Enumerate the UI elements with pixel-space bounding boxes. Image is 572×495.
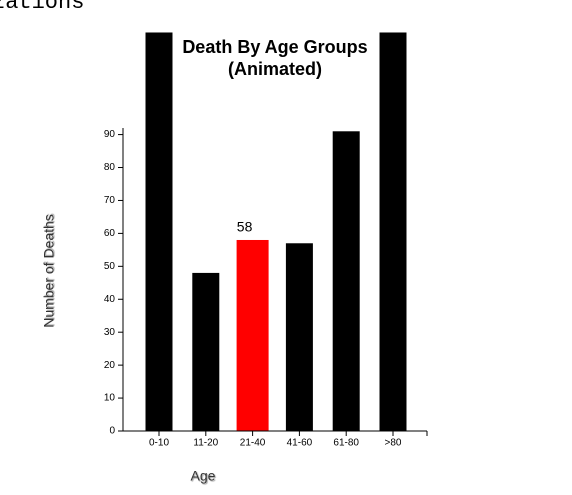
y-tick-label: 70 bbox=[104, 195, 116, 206]
bar bbox=[145, 32, 173, 431]
y-tick-label: 30 bbox=[104, 327, 116, 338]
y-tick-label: 60 bbox=[104, 228, 116, 239]
page-heading: zations bbox=[0, 0, 84, 15]
x-tick-label: 11-20 bbox=[193, 438, 218, 449]
plot bbox=[145, 32, 407, 432]
y-axis-label: Number of Deaths bbox=[41, 214, 57, 328]
x-tick-label: 61-80 bbox=[333, 438, 359, 449]
chart-subtitle: (Animated) bbox=[228, 59, 322, 79]
bar bbox=[332, 131, 360, 432]
x-tick-label: 0-10 bbox=[149, 438, 169, 449]
y-tick-label: 80 bbox=[104, 162, 116, 173]
x-tick-label: 21-40 bbox=[240, 438, 266, 449]
y-tick-label: 40 bbox=[104, 294, 116, 305]
y-tick-label: 90 bbox=[104, 129, 116, 140]
y-tick-label: 10 bbox=[104, 393, 116, 404]
bar bbox=[236, 239, 269, 431]
y-tick-label: 50 bbox=[104, 261, 116, 272]
data-label: 58 bbox=[237, 219, 253, 235]
x-tick-label: 41-60 bbox=[287, 438, 313, 449]
y-tick-label: 0 bbox=[109, 426, 115, 437]
chart-title: Death By Age Groups bbox=[182, 37, 367, 57]
x-axis-label: Age bbox=[191, 468, 216, 484]
y-tick-label: 20 bbox=[104, 360, 116, 371]
bar bbox=[379, 32, 407, 431]
bar bbox=[192, 272, 220, 431]
x-tick-label: >80 bbox=[385, 438, 402, 449]
bar bbox=[285, 243, 313, 431]
